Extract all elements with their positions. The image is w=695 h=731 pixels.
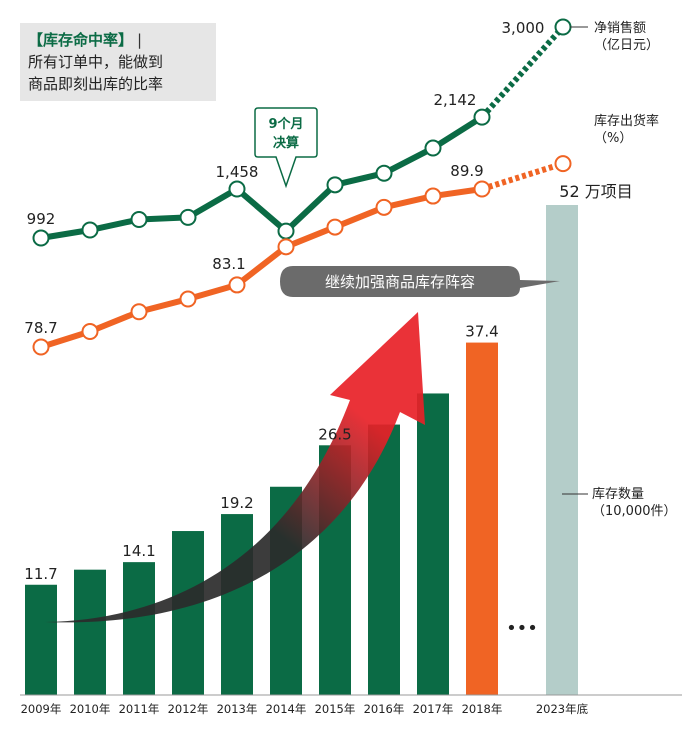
banner-shape (280, 266, 560, 297)
bar-value-label: 14.1 (122, 542, 155, 560)
ratio-point (473, 180, 491, 198)
fiscal-note-line-1: 9个月 (268, 116, 303, 132)
ratio-point (277, 238, 295, 256)
legend-line-1: 所有订单中，能做到 (28, 53, 164, 71)
x-tick-label: 2023年底 (536, 702, 589, 716)
bar-2023年底 (546, 205, 578, 695)
legend-line-2: 商品即刻出库的比率 (28, 75, 164, 93)
ratio-point (32, 338, 50, 356)
sales-point (130, 211, 148, 229)
ellipsis-mark: ••• (506, 618, 538, 639)
stock-series-label: 库存数量 （10,000件） (592, 486, 677, 520)
ratio-point (375, 198, 393, 216)
ratio-point (81, 322, 99, 340)
sales-value-label: 2,142 (434, 91, 477, 109)
sales-point (32, 229, 50, 247)
x-tick-label: 2015年 (315, 702, 356, 716)
legend-box: 【库存命中率】 | 所有订单中，能做到 商品即刻出库的比率 (20, 23, 216, 101)
fiscal-note-callout (254, 107, 318, 189)
x-tick-label: 2017年 (413, 702, 454, 716)
legend-heading: 【库存命中率】 (28, 31, 134, 49)
bar-2009年 (25, 584, 57, 695)
ratio-series-unit: （%） (594, 131, 633, 146)
bar-2012年 (172, 531, 204, 695)
fiscal-note-line-2: 决算 (273, 135, 299, 151)
sales-line (40, 114, 484, 241)
stock-series-unit: （10,000件） (592, 504, 677, 519)
bar-2018年 (466, 342, 498, 695)
x-tick-label: 2009年 (21, 702, 62, 716)
lines-layer (32, 18, 572, 356)
x-tick-label: 2016年 (364, 702, 405, 716)
sales-point (375, 164, 393, 182)
sales-series-name: 净销售额 (594, 21, 647, 36)
ratio-point (554, 155, 572, 173)
sales-point (228, 180, 246, 198)
ratio-point (424, 187, 442, 205)
sales-point (554, 18, 572, 36)
ratio-value-label: 83.1 (212, 255, 245, 273)
sales-value-label: 1,458 (216, 163, 259, 181)
ratio-line (40, 186, 483, 350)
x-tick-label: 2010年 (70, 702, 111, 716)
sales-value-label: 3,000 (502, 19, 545, 37)
x-tick-label: 2013年 (217, 702, 258, 716)
ratio-point (130, 303, 148, 321)
ratio-point (179, 290, 197, 308)
sales-point (473, 108, 491, 126)
legend-divider: | (137, 31, 143, 49)
sales-series-label: 净销售额 （亿日元） (594, 20, 659, 54)
sales-point (81, 221, 99, 239)
labels-layer: 11.7 2009年 2010年 14.1 2011年 2012年 19.2 2013年 201… (21, 19, 633, 716)
bar-2010年 (74, 569, 106, 695)
sales-point (424, 139, 442, 157)
bar-value-label: 52 万项目 (559, 182, 632, 201)
sales-forecast-line (479, 24, 566, 120)
bar-value-label: 26.5 (318, 425, 351, 443)
bar-2013年 (221, 514, 253, 695)
bar-value-label: 11.7 (24, 565, 57, 583)
sales-series-unit: （亿日元） (594, 38, 660, 53)
sales-point (179, 208, 197, 226)
bar-value-label: 19.2 (220, 494, 253, 512)
sales-point (277, 222, 295, 240)
stock-series-name: 库存数量 (592, 487, 645, 502)
ratio-series-name: 库存出货率 (594, 114, 660, 129)
growth-arrow (45, 312, 425, 623)
bar-value-label: 37.4 (465, 323, 498, 341)
bar-2016年 (368, 424, 400, 695)
x-tick-label: 2012年 (168, 702, 209, 716)
sales-value-label: 992 (27, 210, 56, 228)
ratio-forecast-line (481, 160, 564, 192)
ratio-value-label: 89.9 (450, 162, 483, 180)
banner-text: 继续加强商品库存阵容 (325, 273, 475, 291)
ratio-point (326, 218, 344, 236)
x-tick-label: 2018年 (462, 702, 503, 716)
sales-point (326, 176, 344, 194)
bar-2017年 (417, 393, 449, 695)
x-tick-label: 2011年 (119, 702, 160, 716)
bars-layer (25, 205, 578, 695)
growth-arrow-shape (45, 312, 425, 623)
ratio-value-label: 78.7 (24, 319, 57, 337)
x-tick-label: 2014年 (266, 702, 307, 716)
ratio-point (228, 276, 246, 294)
ratio-series-label: 库存出货率 （%） (594, 113, 659, 147)
bar-2011年 (123, 562, 155, 695)
